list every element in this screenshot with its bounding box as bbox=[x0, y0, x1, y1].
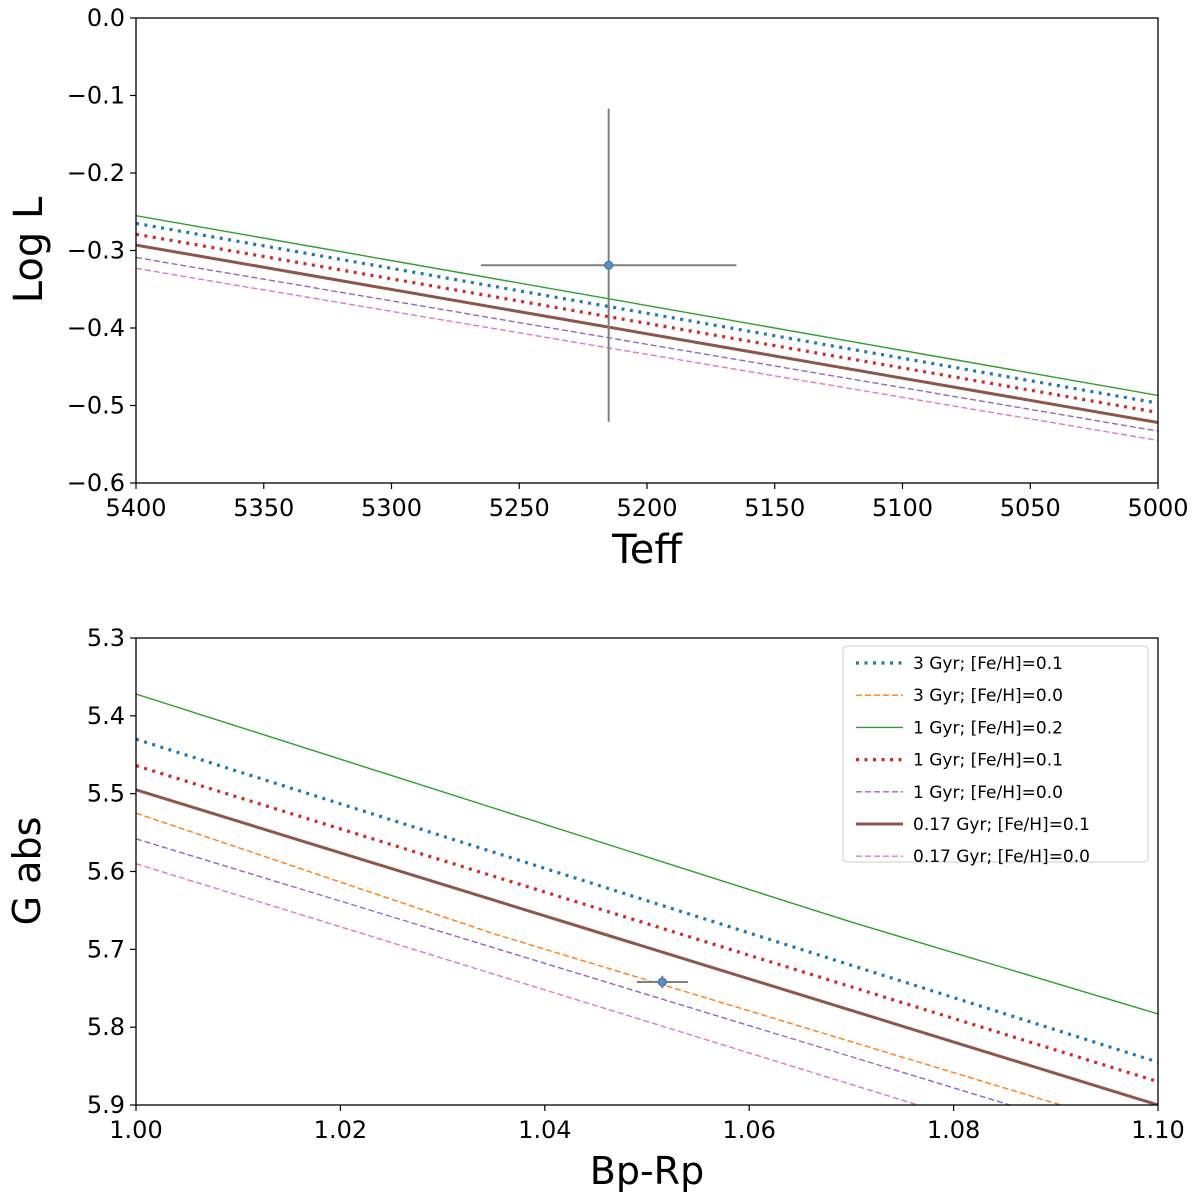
top-series-0-17-gyr-fe-h-0-1 bbox=[136, 243, 1158, 425]
bottom-y-tick-label: 5.4 bbox=[87, 702, 125, 730]
top-y-tick-label: −0.6 bbox=[67, 469, 125, 497]
top-y-tick-label: 0.0 bbox=[87, 4, 125, 32]
top-x-tick-label: 5300 bbox=[361, 494, 422, 522]
legend: 3 Gyr; [Fe/H]=0.1 3 Gyr; [Fe/H]=0.0 1 Gyr;… bbox=[842, 645, 1149, 867]
bottom-y-tick-label: 5.9 bbox=[87, 1091, 125, 1119]
top-series-1-gyr-fe-h-0-1 bbox=[136, 232, 1158, 415]
bottom-x-tick-label: 1.10 bbox=[1131, 1116, 1184, 1144]
legend-label-1-gyr-fe-h-0-0: 1 Gyr; [Fe/H]=0.0 bbox=[913, 783, 1063, 803]
bottom-y-tick-label: 5.8 bbox=[87, 1013, 125, 1041]
bottom-series-1-gyr-fe-h-0-0 bbox=[136, 838, 1011, 1105]
bottom-x-tick-label: 1.08 bbox=[927, 1116, 980, 1144]
top-x-tick-label: 5000 bbox=[1127, 494, 1188, 522]
top-x-tick-label: 5150 bbox=[744, 494, 805, 522]
bottom-data-point bbox=[657, 977, 667, 987]
legend-label-1-gyr-fe-h-0-2: 1 Gyr; [Fe/H]=0.2 bbox=[913, 718, 1063, 738]
top-x-tick-label: 5200 bbox=[616, 494, 677, 522]
bottom-y-tick-label: 5.5 bbox=[87, 780, 125, 808]
legend-label-3-gyr-fe-h-0-1: 3 Gyr; [Fe/H]=0.1 bbox=[913, 654, 1063, 674]
legend-label-0-17-gyr-fe-h-0-0: 0.17 Gyr; [Fe/H]=0.0 bbox=[913, 847, 1090, 867]
top-series-1-gyr-fe-h-0-0 bbox=[136, 256, 1158, 432]
legend-label-0-17-gyr-fe-h-0-1: 0.17 Gyr; [Fe/H]=0.1 bbox=[913, 815, 1090, 835]
bottom-series-0-17-gyr-fe-h-0-1 bbox=[136, 788, 1158, 1105]
top-plot-background bbox=[136, 18, 1158, 483]
top-x-tick-label: 5250 bbox=[489, 494, 550, 522]
top-x-axis-title: Teff bbox=[611, 527, 683, 573]
bottom-x-tick-label: 1.04 bbox=[518, 1116, 571, 1144]
top-data-point bbox=[604, 260, 614, 270]
top-x-tick-label: 5350 bbox=[233, 494, 294, 522]
bottom-y-tick-label: 5.6 bbox=[87, 858, 125, 886]
top-x-tick-label: 5400 bbox=[105, 494, 166, 522]
bottom-y-axis-title: G abs bbox=[5, 817, 49, 926]
top-x-tick-label: 5100 bbox=[872, 494, 933, 522]
bottom-series-0-17-gyr-fe-h-0-0 bbox=[136, 863, 919, 1105]
legend-label-3-gyr-fe-h-0-0: 3 Gyr; [Fe/H]=0.0 bbox=[913, 686, 1063, 706]
bottom-x-tick-label: 1.00 bbox=[109, 1116, 162, 1144]
top-series-0-17-gyr-fe-h-0-0 bbox=[136, 267, 1158, 442]
bottom-x-tick-label: 1.06 bbox=[722, 1116, 775, 1144]
top-y-tick-label: −0.3 bbox=[67, 237, 125, 265]
top-y-tick-label: −0.5 bbox=[67, 392, 125, 420]
legend-label-1-gyr-fe-h-0-1: 1 Gyr; [Fe/H]=0.1 bbox=[913, 751, 1063, 771]
top-y-axis-title: Log L bbox=[6, 196, 52, 303]
top-panel: 5400 5350 5300 5250 5200 5150 5100 5050 5000 0.0… bbox=[6, 4, 1189, 573]
top-y-tick-label: −0.4 bbox=[67, 314, 125, 342]
bottom-series-3-gyr-fe-h-0-1 bbox=[136, 737, 1158, 1064]
bottom-x-tick-label: 1.02 bbox=[314, 1116, 367, 1144]
bottom-y-tick-label: 5.7 bbox=[87, 935, 125, 963]
bottom-series-1-gyr-fe-h-0-2 bbox=[136, 693, 1158, 1015]
top-x-tick-label: 5050 bbox=[1000, 494, 1061, 522]
top-series-1-gyr-fe-h-0-2 bbox=[136, 214, 1158, 397]
bottom-panel: 1.00 1.02 1.04 1.06 1.08 1.10 5.3 5.4 5.5 5.6 5.7… bbox=[5, 624, 1185, 1193]
top-y-tick-label: −0.2 bbox=[67, 159, 125, 187]
top-series-3-gyr-fe-h-0-1 bbox=[136, 221, 1158, 405]
top-y-tick-label: −0.1 bbox=[67, 82, 125, 110]
bottom-y-tick-label: 5.3 bbox=[87, 624, 125, 652]
bottom-x-axis-title: Bp-Rp bbox=[590, 1149, 704, 1193]
legend-box bbox=[842, 645, 1149, 863]
